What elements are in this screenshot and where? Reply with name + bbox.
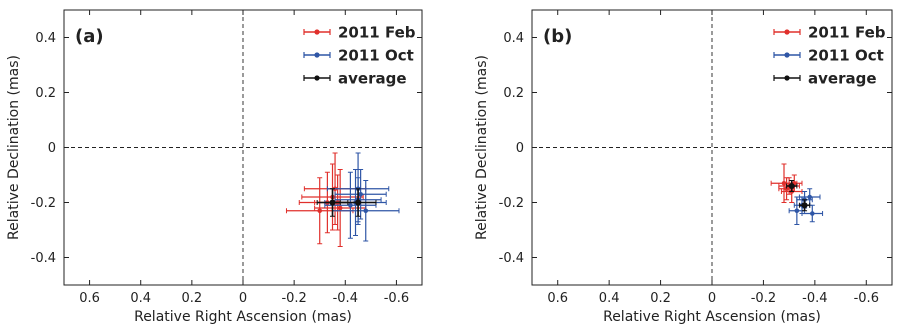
y-tick-label: 0.2 [35,86,56,101]
y-tick-label: 0.4 [35,31,56,46]
legend-label: 2011 Oct [808,47,884,65]
legend-item: average [773,70,877,88]
x-tick-label: -0.6 [384,291,409,306]
panel-label: (a) [75,26,104,47]
x-tick-label: -0.4 [333,291,358,306]
y-axis-label: Relative Declination (mas) [474,55,490,240]
legend-marker [314,52,320,58]
y-tick-label: -0.4 [499,251,524,266]
data-point [358,191,363,197]
y-tick-label: 0.4 [503,31,524,46]
x-axis-label: Relative Right Ascension (mas) [603,309,821,325]
x-tick-label: 0.4 [599,291,620,306]
x-tick-label: 0 [708,291,716,306]
panel-a: 0.6 0.4 0.2 0 -0.2 -0.4 -0.6 0.4 0.2 0 -0.2 -0.4 Rel… [6,9,423,325]
y-tick-label: 0 [48,141,56,156]
legend-label: 2011 Feb [338,24,416,42]
data-point [801,202,808,209]
data-point [355,199,362,206]
x-tick-label: -0.2 [281,291,306,306]
x-tick-label: 0.6 [547,291,568,306]
data-point [781,180,787,186]
legend-label: 2011 Feb [808,24,886,42]
legend-marker [784,75,790,81]
legend-marker [784,29,790,35]
legend-item: 2011 Oct [303,47,414,65]
x-tick-label: -0.6 [854,291,879,306]
x-tick-label: -0.2 [751,291,776,306]
series-2011-oct [788,188,824,225]
legend-item: 2011 Feb [773,24,886,42]
legend-label: 2011 Oct [338,47,414,65]
y-tick-label: 0 [516,141,524,156]
data-point [329,199,336,206]
x-axis-label: Relative Right Ascension (mas) [134,309,352,325]
data-point [809,211,815,216]
x-tick-label: -0.4 [802,291,827,306]
y-tick-label: -0.4 [31,251,56,266]
data-point [348,202,353,208]
panel-b: 0.6 0.4 0.2 0 -0.2 -0.4 -0.6 0.4 0.2 0 -0.2 -0.4 Rel… [474,9,893,325]
data-point [363,208,369,214]
panel-label: (b) [543,26,572,47]
data-point [794,208,800,214]
legend-marker [314,75,320,81]
x-tick-label: 0 [239,291,247,306]
data-point [317,208,323,214]
x-tick-label: 0.4 [130,291,151,306]
x-tick-label: 0.2 [182,291,203,306]
legend-marker [784,52,790,58]
y-tick-label: 0.2 [503,86,524,101]
y-tick-label: -0.2 [31,196,56,211]
legend-item: 2011 Oct [773,47,884,65]
series-average [316,188,377,217]
data-point [784,186,789,192]
legend-item: average [303,70,407,88]
x-tick-label: 0.2 [650,291,671,306]
data-point [337,205,343,211]
legend-label: average [808,70,877,88]
legend-marker [314,29,320,35]
series-average [786,180,811,212]
data-point [788,183,795,189]
y-tick-label: -0.2 [499,196,524,211]
x-tick-label: 0.6 [79,291,100,306]
data-point [807,194,813,200]
legend-label: average [338,70,407,88]
legend-item: 2011 Feb [303,24,416,42]
y-axis-label: Relative Declination (mas) [6,55,22,240]
